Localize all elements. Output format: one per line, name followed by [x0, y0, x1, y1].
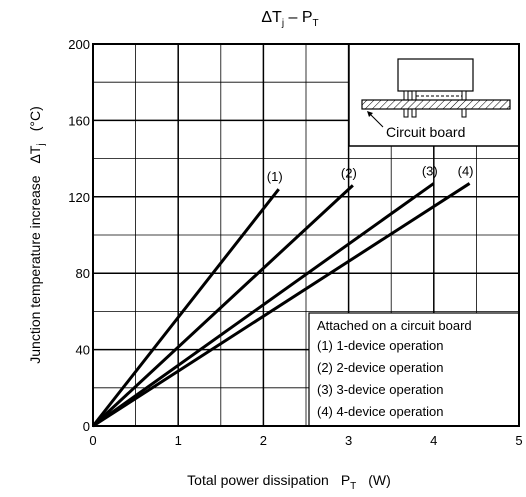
- y-tick-label: 80: [76, 266, 90, 281]
- series-line-1: [91, 188, 280, 427]
- series-label-3: (3): [422, 163, 438, 178]
- inset-pointer-arrowhead: [367, 111, 373, 117]
- x-tick-label: 2: [260, 433, 267, 448]
- chart-title: ΔTj – PT: [261, 9, 318, 29]
- inset-label: Circuit board: [386, 124, 465, 140]
- y-tick-label: 200: [68, 37, 90, 52]
- y-tick-label: 120: [68, 190, 90, 205]
- inset-lead-bottom-1: [403, 108, 409, 118]
- legend-item-1: (1) 1-device operation: [317, 338, 443, 353]
- inset-lead-bottom-2: [411, 108, 417, 118]
- y-tick-labels: 0 40 80 120 160 200: [68, 37, 90, 434]
- legend-item-2: (2) 2-device operation: [317, 360, 443, 375]
- series-label-4: (4): [458, 163, 474, 178]
- inset-board: [361, 99, 511, 110]
- x-axis-label: Total power dissipation PT (W): [187, 472, 391, 492]
- y-tick-label: 0: [83, 419, 90, 434]
- x-tick-labels: 0 1 2 3 4 5: [89, 433, 522, 448]
- inset-lead-3: [461, 90, 467, 101]
- inset-lead-2: [411, 90, 417, 101]
- x-tick-label: 4: [430, 433, 437, 448]
- inset-pointer-line: [368, 112, 384, 128]
- y-tick-label: 160: [68, 113, 90, 128]
- y-axis-label: Junction temperature increaseΔTj(°C): [27, 106, 47, 364]
- legend-title: Attached on a circuit board: [317, 318, 472, 333]
- series-labels: (1) (2) (3) (4): [267, 163, 474, 184]
- plot-frame: [92, 43, 520, 427]
- y-tick-label: 40: [76, 343, 90, 358]
- x-tick-label: 1: [175, 433, 182, 448]
- series-line-4: [92, 182, 471, 428]
- inset-diagram: Circuit board: [348, 44, 519, 147]
- legend-item-4: (4) 4-device operation: [317, 404, 443, 419]
- series-group: [91, 182, 471, 428]
- series-line-3: [92, 182, 435, 428]
- series-label-2: (2): [341, 165, 357, 180]
- x-tick-label: 5: [515, 433, 522, 448]
- legend-item-3: (3) 3-device operation: [317, 382, 443, 397]
- x-tick-label: 3: [345, 433, 352, 448]
- x-tick-label: 0: [89, 433, 96, 448]
- series-line-2: [91, 184, 354, 428]
- inset-lead-1: [403, 90, 409, 101]
- series-label-1: (1): [267, 169, 283, 184]
- inset-lead-bottom-3: [461, 108, 467, 118]
- legend: Attached on a circuit board (1) 1-device…: [308, 312, 520, 427]
- inset-device-body: [397, 58, 474, 92]
